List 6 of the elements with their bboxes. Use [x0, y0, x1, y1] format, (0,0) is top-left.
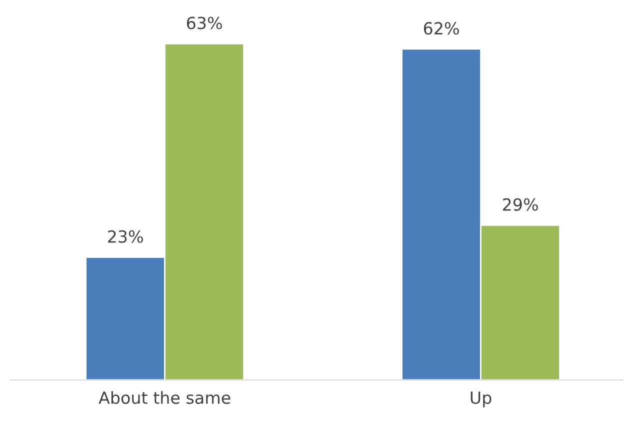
data-label: 23% [108, 230, 143, 243]
x-tick-label: About the same [98, 391, 230, 404]
data-label: 63% [186, 16, 222, 30]
x-tick-label: Up [470, 392, 492, 408]
data-label: 62% [424, 22, 459, 35]
data-label: 29% [503, 198, 538, 211]
